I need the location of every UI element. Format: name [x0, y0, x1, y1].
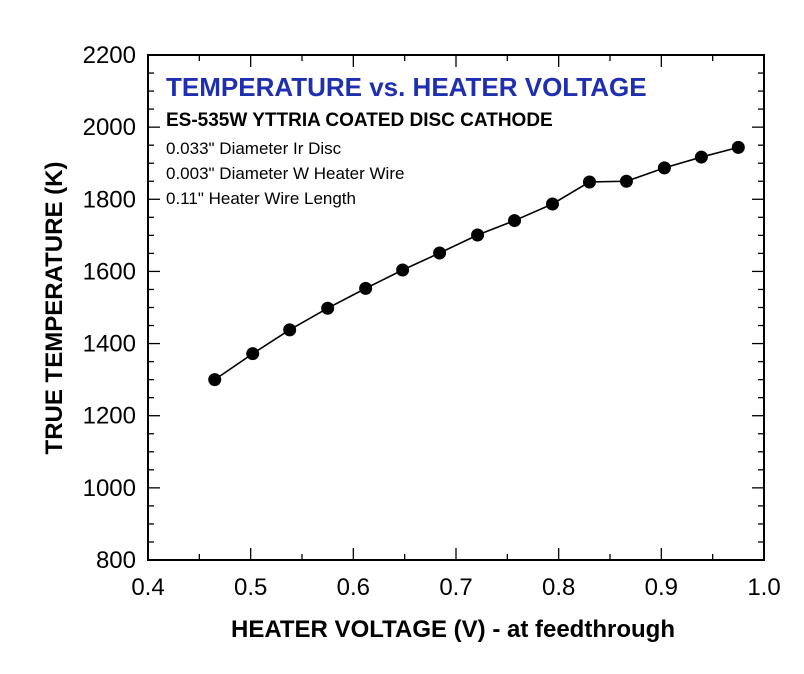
- y-tick-label: 2200: [83, 42, 136, 69]
- y-tick-label: 1200: [83, 403, 136, 430]
- series-layer: [208, 140, 745, 387]
- y-axis-title: TRUE TEMPERATURE (K): [41, 162, 68, 455]
- data-point: [731, 140, 745, 154]
- x-tick-label: 0.5: [234, 574, 267, 601]
- data-point: [321, 301, 335, 315]
- chart-title: TEMPERATURE vs. HEATER VOLTAGE: [166, 72, 647, 102]
- x-tick-labels: 0.4 0.5 0.6 0.7 0.8 0.9 1.0: [131, 574, 780, 601]
- minor-ticks: [148, 55, 764, 560]
- spec-note-wire: 0.003" Diameter W Heater Wire: [166, 164, 404, 183]
- y-tick-label: 800: [96, 547, 136, 574]
- data-point: [508, 214, 522, 228]
- x-tick-label: 1.0: [747, 574, 780, 601]
- data-point: [433, 246, 447, 260]
- data-point: [359, 281, 373, 295]
- y-tick-label: 1400: [83, 331, 136, 358]
- data-point: [396, 263, 410, 277]
- data-point: [657, 161, 671, 175]
- x-tick-label: 0.9: [645, 574, 678, 601]
- data-point: [694, 150, 708, 164]
- y-tick-label: 1800: [83, 186, 136, 213]
- x-tick-label: 0.4: [131, 574, 164, 601]
- chart-subtitle: ES-535W YTTRIA COATED DISC CATHODE: [166, 110, 553, 131]
- major-ticks: [147, 54, 765, 561]
- y-tick-labels: 800 1000 1200 1400 1600 1800 2000 2200: [83, 42, 136, 574]
- y-tick-label: 1600: [83, 258, 136, 285]
- y-tick-label: 2000: [83, 114, 136, 141]
- data-point: [582, 175, 596, 189]
- data-point: [208, 373, 222, 387]
- x-tick-label: 0.8: [542, 574, 575, 601]
- data-point: [546, 197, 560, 211]
- data-point: [619, 174, 633, 188]
- data-point: [471, 228, 485, 242]
- y-tick-label: 1000: [83, 475, 136, 502]
- x-tick-label: 0.7: [439, 574, 472, 601]
- spec-note-disc: 0.033" Diameter Ir Disc: [166, 139, 342, 158]
- x-tick-label: 0.6: [337, 574, 370, 601]
- data-point: [246, 347, 260, 361]
- data-point: [283, 323, 297, 337]
- spec-note-length: 0.11" Heater Wire Length: [166, 189, 356, 208]
- x-axis-title: HEATER VOLTAGE (V) - at feedthrough: [231, 616, 675, 643]
